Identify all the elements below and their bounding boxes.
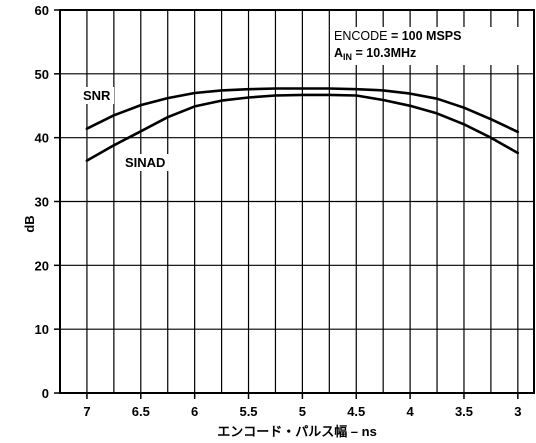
y-tick-label: 40 (35, 131, 49, 146)
y-tick-label: 50 (35, 67, 49, 82)
annotation-ain-subscript: IN (343, 52, 352, 62)
y-tick-label: 30 (35, 195, 49, 210)
x-tick-label: 4 (406, 404, 414, 419)
series-line-snr (85, 87, 520, 134)
x-tick-label: 3.5 (455, 404, 473, 419)
series-label-snr-background (80, 87, 115, 104)
annotation-ain-value: = 10.3MHz (352, 46, 416, 60)
y-tick-label: 60 (35, 3, 49, 18)
x-tick-label: 5 (299, 404, 306, 419)
annotation-background (330, 27, 528, 65)
y-axis-label: dB (22, 215, 37, 232)
x-tick-label: 5.5 (239, 404, 257, 419)
annotation-line-1: ENCODE = 100 MSPS (334, 29, 461, 43)
annotation-line-2: AIN = 10.3MHz (334, 46, 416, 62)
y-tick-label: 20 (35, 258, 49, 273)
condition-annotation: ENCODE = 100 MSPS AIN = 10.3MHz (330, 27, 528, 65)
series-label-snr: SNR (83, 88, 111, 103)
x-tick-label: 6.5 (132, 404, 150, 419)
x-tick-label: 7 (83, 404, 90, 419)
series-group (85, 87, 520, 162)
series-label-sinad: SINAD (125, 155, 165, 170)
annotation-ain-label: A (334, 46, 343, 60)
series-line-sinad (85, 93, 520, 162)
x-tick-label: 4.5 (347, 404, 365, 419)
x-tick-label: 3 (514, 404, 521, 419)
annotation-encode-label: ENCODE (334, 29, 387, 43)
y-tick-label: 10 (35, 322, 49, 337)
plot-frame (59, 9, 535, 394)
y-tick-label: 0 (42, 386, 49, 401)
x-tick-label: 6 (191, 404, 198, 419)
annotation-encode-value: = 100 MSPS (387, 29, 461, 43)
series-label-sinad-background (122, 154, 169, 171)
x-axis-label: エンコード・パルス幅 – ns (217, 424, 377, 439)
